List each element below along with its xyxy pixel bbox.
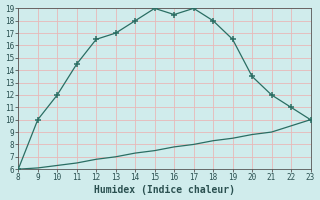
X-axis label: Humidex (Indice chaleur): Humidex (Indice chaleur) xyxy=(94,185,235,195)
